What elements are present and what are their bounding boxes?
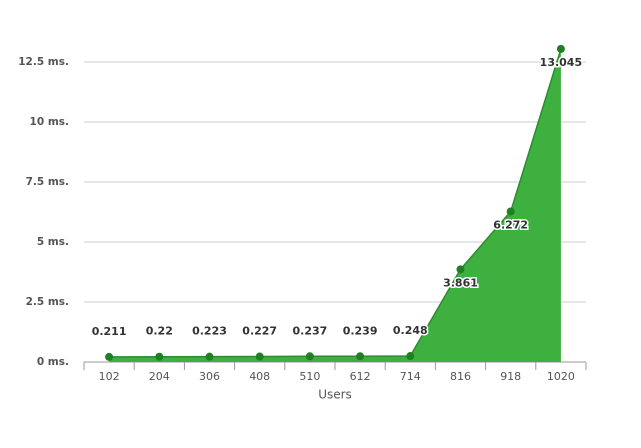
y-tick-label: 5 ms. xyxy=(37,236,69,248)
data-label: 0.239 xyxy=(343,324,378,337)
x-tick-label: 306 xyxy=(199,370,220,383)
point xyxy=(506,207,515,216)
y-tick-label: 0 ms. xyxy=(37,356,69,368)
line xyxy=(109,48,562,358)
x-tick-label: 204 xyxy=(149,370,170,383)
point xyxy=(205,352,214,361)
point xyxy=(406,352,415,361)
x-tick-label: 408 xyxy=(249,370,270,383)
point xyxy=(456,265,465,274)
x-tick-label: 816 xyxy=(450,370,471,383)
point xyxy=(105,352,114,361)
x-tick-label: 510 xyxy=(299,370,320,383)
data-label: 13.045 xyxy=(540,56,582,69)
y-tick-label: 12.5 ms. xyxy=(18,56,69,68)
data-label: 0.223 xyxy=(192,325,227,338)
data-label: 3.861 xyxy=(443,276,478,289)
point xyxy=(305,352,314,361)
data-label: 0.22 xyxy=(146,325,173,338)
x-tick-label: 1020 xyxy=(547,370,575,383)
x-tick-label: 612 xyxy=(350,370,371,383)
y-tick-label: 7.5 ms. xyxy=(26,176,69,188)
data-label: 0.211 xyxy=(92,325,127,338)
y-tick-label: 2.5 ms. xyxy=(26,296,69,308)
x-tick-label: 714 xyxy=(400,370,421,383)
x-tick-label: 918 xyxy=(500,370,521,383)
x-tick-label: 102 xyxy=(99,370,120,383)
point xyxy=(255,352,264,361)
data-label: 6.272 xyxy=(493,218,528,231)
y-tick-label: 10 ms. xyxy=(30,116,69,128)
data-label: 0.248 xyxy=(393,324,428,337)
x-axis-title: Users xyxy=(318,388,352,402)
point xyxy=(356,352,365,361)
point xyxy=(556,44,565,53)
data-label: 0.237 xyxy=(293,324,328,337)
point xyxy=(155,352,164,361)
area xyxy=(109,48,561,363)
data-label: 0.227 xyxy=(242,325,277,338)
